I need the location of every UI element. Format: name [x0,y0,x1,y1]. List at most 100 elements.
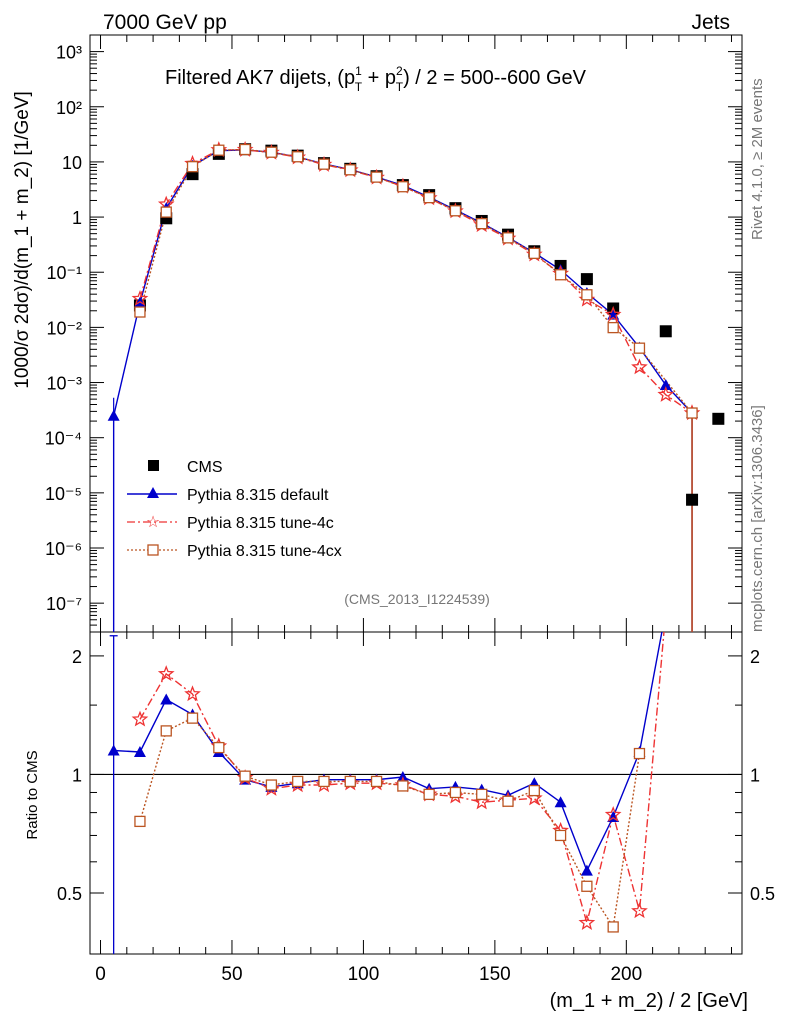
legend-marker-cms [148,460,159,471]
main-point-pythia-8-315-tune-4c [631,358,648,375]
ratio-point-pythia-8-315-tune-4cx [239,770,251,782]
legend-label-tune4c: Pythia 8.315 tune-4c [187,515,334,532]
ratio-point-pythia-8-315-tune-4cx [554,829,567,842]
main-y-tick-label: 10⁻² [46,318,82,338]
main-point-cms [580,273,593,286]
ratio-point-pythia-8-315-tune-4cx [265,779,278,791]
ratio-axes: 0 50 100 150 200 0.5 0.5 1 1 2 2 [57,632,775,985]
legend-label-tune4cx: Pythia 8.315 tune-4cx [187,543,342,560]
main-y-tick-label: 10⁻⁴ [45,429,82,449]
ratio-point-pythia-8-315-tune-4cx [423,788,435,801]
main-point-pythia-8-315-tune-4cx [160,206,172,218]
x-axis-label: (m_1 + m_2) / 2 [GeV] [550,990,748,1012]
ratio-point-pythia-8-315-default [107,744,120,756]
ratio-plot-frame [89,631,743,955]
ratio-line-pythia-8-315-default [113,632,663,873]
main-point-pythia-8-315-tune-4cx [186,161,199,173]
main-y-tick-label: 10 [62,153,82,173]
main-point-pythia-8-315-tune-4cx [449,205,462,217]
main-point-pythia-8-315-tune-4cx [581,289,593,301]
ratio-point-pythia-8-315-tune-4cx [318,775,330,788]
ratio-y-tick-label-right: 0.5 [750,884,775,904]
main-point-pythia-8-315-tune-4cx [344,164,356,176]
x-tick-label: 50 [221,964,242,985]
x-tick-label: 200 [610,964,642,985]
main-point-pythia-8-315-tune-4cx [213,144,225,156]
legend: CMS Pythia 8.315 default ☆ Pythia 8.315 … [127,459,342,560]
ratio-point-pythia-8-315-tune-4cx [528,784,540,797]
main-point-pythia-8-315-tune-4cx [476,217,488,230]
ratio-point-pythia-8-315-tune-4c [157,665,175,682]
legend-marker-tune4cx [147,544,159,556]
ratio-point-pythia-8-315-tune-4cx [213,741,225,754]
ratio-point-pythia-8-315-tune-4cx [160,725,172,737]
main-y-tick-label: 10⁻¹ [46,263,82,283]
ratio-point-pythia-8-315-tune-4cx [134,815,146,828]
analysis-id-label: (CMS_2013_I1224539) [344,591,490,607]
process-label: Jets [691,11,730,34]
legend-item-default: Pythia 8.315 default [127,487,329,504]
main-point-pythia-8-315-default [659,379,672,391]
main-point-pythia-8-315-tune-4cx [607,321,619,334]
ratio-point-pythia-8-315-tune-4cx [476,788,488,801]
ratio-point-pythia-8-315-default [160,693,173,705]
ratio-point-pythia-8-315-tune-4cx [607,921,619,933]
ratio-point-pythia-8-315-tune-4c [131,710,149,727]
main-point-pythia-8-315-tune-4c [604,305,622,322]
ratio-point-pythia-8-315-tune-4cx [633,747,646,760]
ratio-y-tick-label-right: 2 [750,647,760,667]
main-series [107,141,725,632]
main-point-pythia-8-315-tune-4cx [239,143,251,156]
main-point-cms [659,325,672,338]
main-axes: 10⁻⁷ 10⁻⁶ 10⁻⁵ 10⁻⁴ 10⁻³ 10⁻² 10⁻¹ 1 10 10² 10³ [45,34,742,633]
rivet-version-label: Rivet 4.1.0, ≥ 2M events [749,78,766,240]
main-y-tick-label: 10⁻⁵ [45,484,82,504]
plot-title: Filtered AK7 dijets, (p1 T + p2 T) / 2 = 5… [165,64,587,94]
main-line-pythia-8-315-tune-4c [139,149,693,414]
legend-marker-tune4c: ☆ [146,514,160,531]
main-point-pythia-8-315-tune-4cx [423,191,435,204]
x-tick-label: 100 [348,964,380,985]
main-y-tick-label: 10³ [56,43,82,63]
main-point-pythia-8-315-tune-4cx [397,181,409,193]
ratio-y-tick-label-right: 1 [750,765,760,785]
main-point-pythia-8-315-tune-4cx [633,342,646,354]
ratio-point-pythia-8-315-tune-4c [604,806,622,822]
ratio-point-pythia-8-315-tune-4c [631,902,648,919]
main-point-pythia-8-315-tune-4c [657,386,675,402]
legend-label-cms: CMS [187,459,223,476]
ratio-point-pythia-8-315-tune-4cx [370,775,383,788]
ratio-point-pythia-8-315-default [554,796,567,808]
legend-item-tune4c: ☆ Pythia 8.315 tune-4c [127,514,334,532]
main-point-pythia-8-315-default [107,409,120,421]
ratio-point-pythia-8-315-default [580,864,593,876]
ratio-point-pythia-8-315-tune-4cx [344,775,356,788]
legend-item-cms: CMS [148,459,223,476]
main-y-tick-label: 1 [72,208,82,228]
ratio-point-pythia-8-315-tune-4c [184,685,201,702]
ratio-point-pythia-8-315-tune-4cx [186,712,199,724]
ratio-y-tick-label: 1 [72,765,82,785]
legend-item-tune4cx: Pythia 8.315 tune-4cx [127,543,342,560]
main-point-pythia-8-315-tune-4cx [318,158,330,170]
main-point-pythia-8-315-tune-4cx [265,146,278,158]
main-point-cms [686,493,699,506]
main-point-pythia-8-315-tune-4cx [134,306,146,318]
mcplots-label: mcplots.cern.ch [arXiv:1306.3436] [749,405,766,632]
main-y-tick-label: 10⁻³ [46,374,82,394]
ratio-point-pythia-8-315-default [133,746,146,758]
energy-label: 7000 GeV pp [103,11,227,34]
main-point-pythia-8-315-tune-4cx [528,247,540,259]
x-tick-label: 150 [479,964,511,985]
legend-marker-default [147,487,159,498]
ratio-line-pythia-8-315-tune-4c [139,632,665,926]
main-point-cms [712,412,725,425]
main-point-pythia-8-315-tune-4c [131,289,149,306]
ratio-y-tick-label: 2 [72,647,82,667]
ratio-point-pythia-8-315-tune-4cx [581,880,593,892]
main-y-tick-label: 10⁻⁶ [45,539,82,559]
legend-label-default: Pythia 8.315 default [187,487,329,504]
main-point-pythia-8-315-tune-4cx [686,407,698,419]
main-point-pythia-8-315-tune-4cx [502,232,514,244]
